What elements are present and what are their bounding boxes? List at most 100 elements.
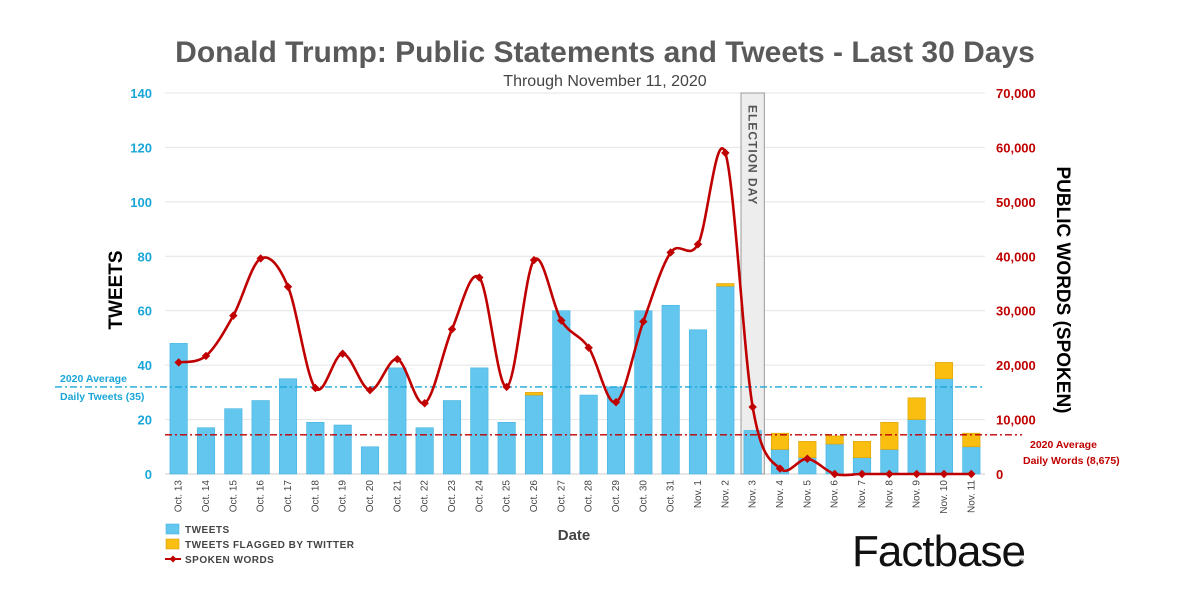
tweet-bar (196, 427, 216, 475)
tweet-bar (497, 421, 516, 475)
left-tick-label: 100 (130, 195, 152, 210)
spoken-words-point (803, 454, 812, 463)
reference-lines: 2020 Average Daily Tweets (35) 2020 Averag… (55, 373, 1120, 467)
chart-title: Donald Trump: Public Statements and Twee… (175, 36, 1035, 69)
spoken-words-point (201, 351, 211, 361)
flagged-bar (852, 441, 872, 458)
spoken-words-point (830, 469, 839, 479)
right-tick-label: 0 (996, 467, 1003, 482)
legend-label-words: SPOKEN WORDS (185, 555, 274, 566)
x-tick-label: Nov. 8 (884, 480, 895, 509)
x-tick-label: Oct. 27 (556, 480, 567, 513)
left-tick-label: 40 (138, 358, 152, 373)
spoken-words-point (666, 248, 675, 257)
spoken-words-point (775, 464, 785, 473)
x-tick-label: Oct. 22 (420, 480, 431, 513)
x-tick-label: Oct. 18 (310, 480, 321, 513)
left-tick-label: 20 (138, 413, 152, 428)
x-tick-label: Oct. 31 (666, 480, 677, 513)
x-axis-title: Date (558, 527, 591, 544)
spoken-words-point (912, 469, 921, 479)
x-tick-label: Nov. 9 (912, 480, 923, 509)
tweet-bar (634, 310, 653, 475)
x-tick-label: Oct. 15 (228, 480, 239, 513)
tweet-bar (169, 343, 188, 475)
x-tick-label: Oct. 19 (338, 480, 349, 513)
flagged-bar (825, 435, 844, 445)
tweet-bar (306, 421, 325, 475)
spoken-words-point (338, 349, 347, 358)
x-tick-label: Oct. 28 (584, 480, 595, 513)
spoken-words-point (256, 254, 265, 263)
right-tick-label: 20,000 (996, 358, 1036, 373)
logo-registered-mark: ® (1019, 558, 1025, 566)
spoken-words-point (174, 358, 183, 367)
spoken-words-point (475, 273, 484, 282)
tweet-bar (470, 367, 489, 475)
tweet-bar (743, 430, 762, 475)
spoken-words-point (420, 399, 429, 408)
factbase-logo: Factbase ® (852, 527, 1026, 576)
left-tick-label: 80 (138, 249, 152, 264)
spoken-words-path (178, 147, 972, 477)
flagged-bar (880, 421, 899, 450)
x-tick-label: Oct. 24 (474, 480, 485, 513)
tweet-bar (224, 408, 243, 475)
x-tick-label: Nov. 2 (720, 480, 731, 509)
right-tick-label: 40,000 (996, 249, 1036, 264)
legend-label-flagged: TWEETS FLAGGED BY TWITTER (185, 540, 355, 551)
left-tick-label: 120 (130, 140, 152, 155)
tweet-bar (388, 367, 407, 475)
tweet-bar (360, 446, 380, 475)
spoken-words-point (748, 402, 757, 412)
tweet-bar (716, 285, 735, 475)
left-tick-label: 60 (138, 304, 152, 319)
spoken-words-point (311, 383, 320, 393)
x-axis-ticks: Oct. 13 Oct. 14 Oct. 15 Oct. 16 Oct. 17 Oct. … (174, 480, 978, 514)
spoken-words-point (529, 255, 539, 265)
legend-swatch-tweets (165, 523, 180, 535)
spoken-words-point (365, 385, 375, 395)
x-tick-label: Oct. 20 (365, 480, 376, 513)
tweet-bar (688, 329, 708, 475)
avg-tweets-label-1: 2020 Average (60, 373, 127, 385)
spoken-words-point (229, 311, 238, 320)
x-tick-label: Oct. 30 (638, 480, 649, 513)
avg-words-label-2: Daily Words (8,675) (1023, 455, 1120, 467)
tweet-bar (442, 400, 462, 475)
x-tick-label: Nov. 6 (830, 480, 841, 509)
flagged-bar (962, 432, 981, 448)
right-tick-label: 10,000 (996, 413, 1036, 428)
flagged-bar (524, 392, 544, 396)
spoken-words-point (885, 469, 894, 479)
spoken-words-point (447, 325, 457, 334)
x-tick-label: Oct. 29 (611, 480, 622, 513)
election-day-label: ELECTION DAY (746, 105, 760, 205)
flagged-bar (907, 397, 926, 420)
right-tick-label: 60,000 (996, 140, 1036, 155)
right-axis-ticks: 0 10,000 20,000 30,000 40,000 50,000 60,000 70,… (996, 86, 1036, 482)
right-tick-label: 70,000 (996, 86, 1036, 101)
x-tick-label: Nov. 10 (939, 480, 950, 514)
spoken-words-point (967, 469, 976, 479)
x-tick-label: Oct. 14 (201, 480, 212, 513)
x-tick-label: Oct. 13 (174, 480, 185, 513)
flagged-bar (770, 432, 790, 450)
legend-label-tweets: TWEETS (185, 525, 230, 536)
election-day-band: ELECTION DAY (740, 92, 765, 475)
tweet-bar (934, 378, 954, 475)
spoken-words-point (639, 317, 648, 326)
spoken-words-line (174, 147, 976, 479)
legend: TWEETS TWEETS FLAGGED BY TWITTER SPOKEN WO… (165, 523, 355, 566)
spoken-words-point (557, 316, 566, 325)
x-tick-label: Nov. 4 (775, 480, 786, 509)
gridlines (165, 92, 985, 475)
left-axis-ticks: 0 20 40 60 80 100 120 140 (130, 86, 152, 482)
flagged-bar (716, 283, 735, 287)
spoken-words-point (693, 240, 703, 249)
x-tick-label: Oct. 25 (502, 480, 513, 513)
tweet-bar (661, 304, 680, 475)
avg-words-label-1: 2020 Average (1030, 439, 1097, 451)
spoken-words-point (584, 343, 593, 352)
x-tick-label: Oct. 16 (256, 480, 267, 513)
